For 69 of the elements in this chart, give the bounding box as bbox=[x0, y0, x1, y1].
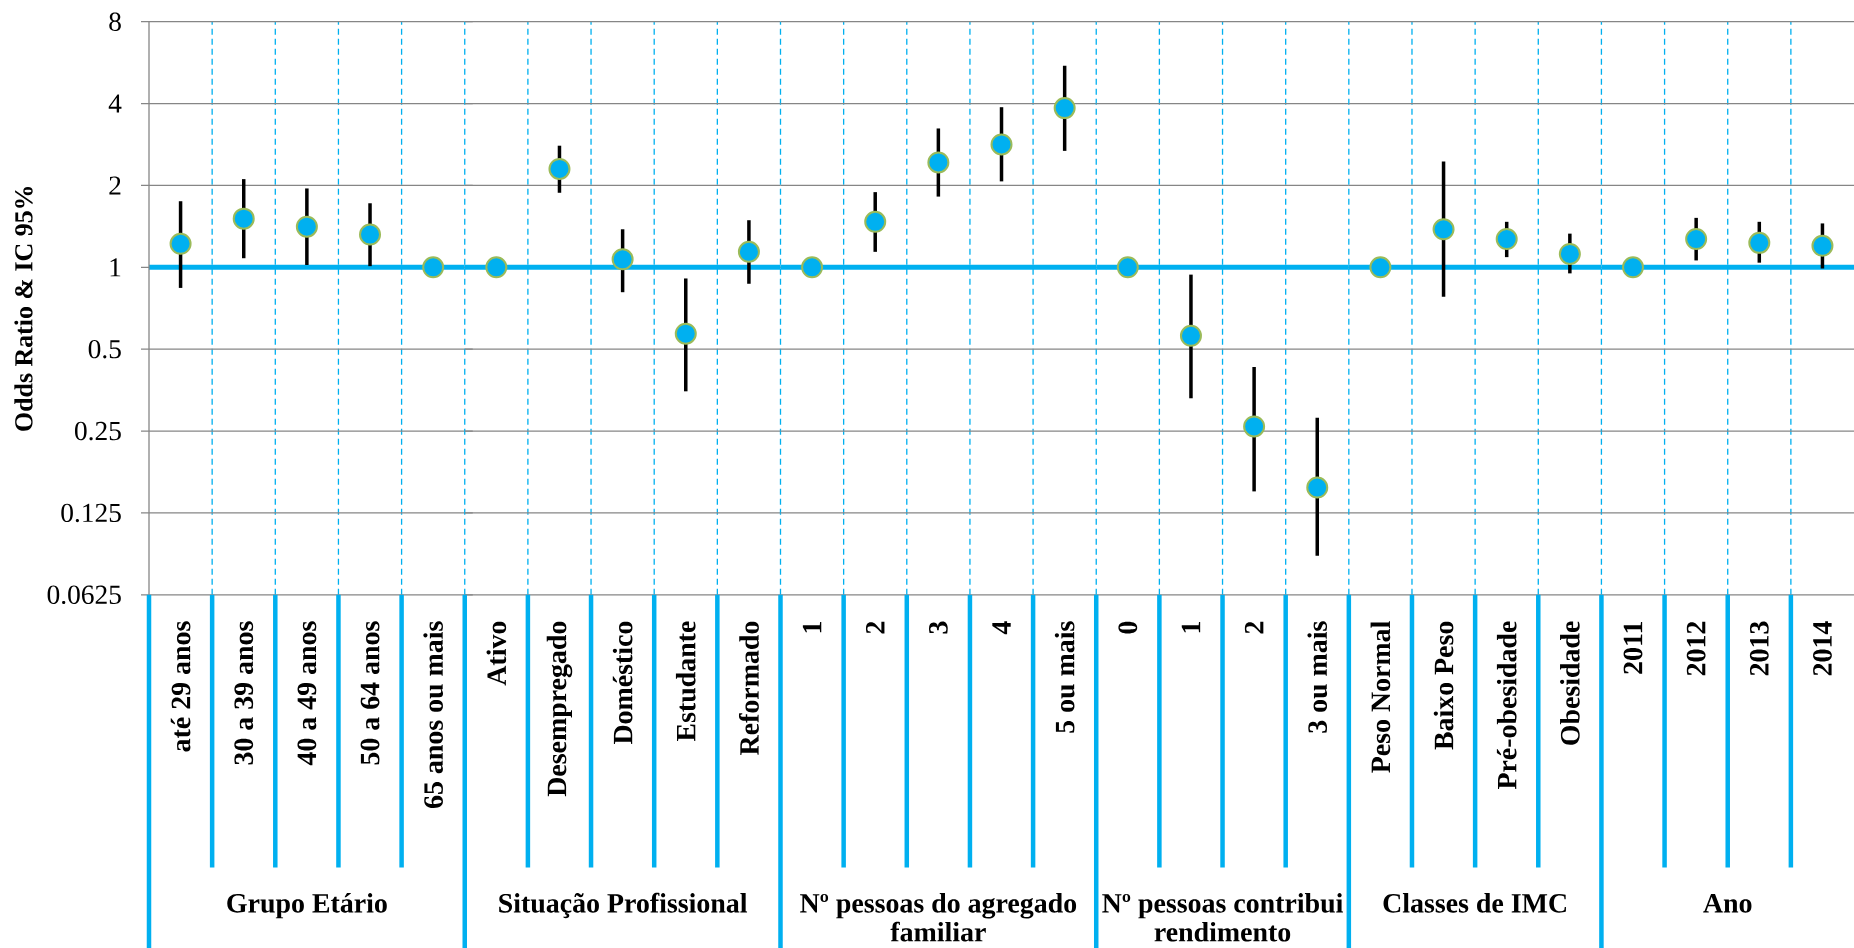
point bbox=[1306, 476, 1329, 499]
x-axis-title: Nº pessoas contribui rendimento bbox=[1102, 893, 1343, 942]
x-axis-title: Nº pessoas do agregado familiar bbox=[800, 893, 1077, 942]
x-tick-label: 0 bbox=[1118, 621, 1138, 634]
point bbox=[611, 248, 634, 271]
y-axis-title: Odds Ratio & IC 95% bbox=[14, 186, 33, 431]
x-tick-label: Peso Normal bbox=[1370, 621, 1391, 773]
point bbox=[1811, 234, 1834, 257]
x-tick-label: 3 ou mais bbox=[1307, 621, 1328, 733]
point bbox=[359, 223, 382, 246]
y-tick-label: 0.0625 bbox=[47, 585, 121, 605]
y-tick-label: 1 bbox=[110, 258, 121, 277]
point bbox=[1558, 242, 1581, 265]
x-axis-title: Situação Profissional bbox=[499, 892, 748, 919]
x-tick-label: 3 bbox=[928, 621, 948, 634]
x-tick-label: 40 a 49 anos bbox=[297, 621, 317, 766]
point bbox=[485, 256, 508, 279]
point bbox=[1432, 218, 1455, 241]
x-tick-label: 5 ou mais bbox=[1054, 621, 1075, 733]
point bbox=[927, 151, 950, 174]
y-tick-label: 2 bbox=[109, 176, 121, 195]
point bbox=[1053, 97, 1076, 120]
x-tick-label: 30 a 39 anos bbox=[234, 621, 254, 765]
x-tick-label: 65 anos ou mais bbox=[423, 621, 444, 809]
point bbox=[737, 240, 760, 263]
point bbox=[1495, 228, 1518, 251]
point bbox=[169, 232, 192, 255]
x-tick-label: Reformado bbox=[738, 621, 759, 755]
point bbox=[1179, 324, 1202, 347]
point bbox=[1748, 231, 1771, 254]
x-tick-label: 2011 bbox=[1623, 622, 1643, 674]
x-tick-label: até 29 anos bbox=[170, 621, 191, 752]
x-tick-label: 2013 bbox=[1749, 621, 1769, 676]
x-axis-title: Grupo Etário bbox=[227, 893, 387, 919]
y-tick-label: 0.125 bbox=[61, 503, 121, 523]
x-tick-label: 1 bbox=[802, 622, 822, 633]
y-tick-label: 8 bbox=[109, 12, 121, 31]
point bbox=[801, 256, 824, 279]
x-axis-title: Classes de IMC bbox=[1383, 893, 1566, 913]
point bbox=[990, 133, 1013, 156]
x-tick-label: Estudante bbox=[675, 621, 696, 742]
point bbox=[1116, 256, 1139, 279]
point bbox=[864, 210, 887, 233]
x-tick-label: 2014 bbox=[1813, 621, 1832, 676]
x-tick-label: Doméstico bbox=[612, 621, 633, 745]
x-axis-title: Ano bbox=[1703, 894, 1752, 913]
point bbox=[1685, 228, 1708, 251]
point bbox=[1369, 256, 1392, 279]
x-tick-label: 2012 bbox=[1686, 621, 1706, 676]
point bbox=[674, 322, 697, 345]
x-tick-label: Ativo bbox=[486, 621, 507, 686]
x-tick-label: Baixo Peso bbox=[1433, 621, 1454, 750]
point bbox=[232, 207, 255, 230]
point bbox=[295, 215, 318, 238]
x-tick-label: 1 bbox=[1181, 622, 1201, 633]
x-tick-label: 4 bbox=[992, 621, 1011, 635]
y-tick-label: 0.5 bbox=[88, 339, 121, 359]
point bbox=[1622, 256, 1644, 279]
point bbox=[422, 256, 445, 279]
x-tick-label: Obesidade bbox=[1560, 621, 1580, 745]
point bbox=[548, 157, 571, 180]
x-tick-label: Desempregado bbox=[546, 621, 573, 797]
y-tick-label: 0.25 bbox=[75, 421, 121, 441]
x-tick-label: 2 bbox=[865, 621, 885, 634]
x-tick-label: Pré-obesidade bbox=[1496, 621, 1517, 790]
y-tick-label: 4 bbox=[108, 94, 122, 113]
point bbox=[1243, 415, 1266, 438]
x-tick-label: 2 bbox=[1244, 621, 1264, 634]
x-tick-label: 50 a 64 anos bbox=[360, 621, 380, 765]
